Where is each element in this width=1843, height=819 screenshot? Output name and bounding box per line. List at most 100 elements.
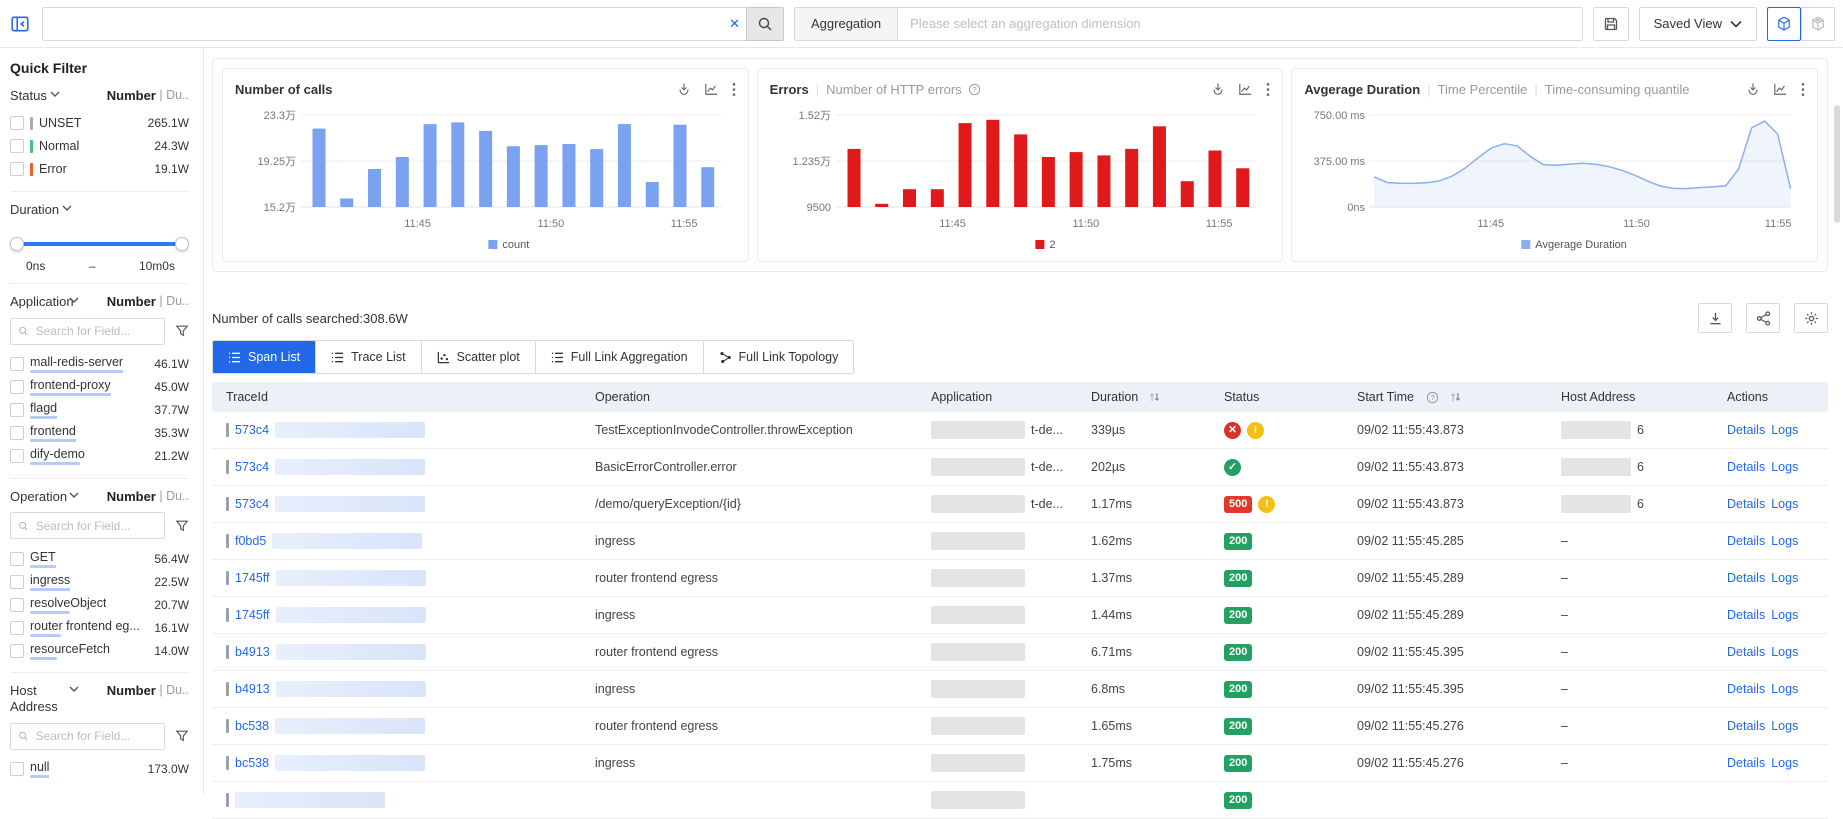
search-input[interactable] bbox=[42, 6, 746, 41]
checkbox[interactable] bbox=[10, 139, 24, 154]
chart-plot[interactable]: 23.3万 19.25万 15.2万 11:45 11:50 11:55 count bbox=[235, 101, 736, 259]
aggregation-dimension-input[interactable] bbox=[898, 7, 1582, 40]
slider-handle-max[interactable] bbox=[175, 237, 189, 252]
trace-id-link[interactable]: 1745ff bbox=[235, 608, 270, 622]
checkbox[interactable] bbox=[10, 449, 24, 464]
sort-icon[interactable] bbox=[1449, 391, 1462, 403]
save-view-button[interactable] bbox=[1592, 6, 1629, 41]
checkbox[interactable] bbox=[10, 162, 24, 177]
trace-id-link[interactable]: bc538 bbox=[235, 756, 270, 770]
chart-menu-button[interactable] bbox=[732, 82, 736, 97]
field-search-box[interactable] bbox=[10, 512, 165, 540]
checkbox[interactable] bbox=[10, 574, 24, 589]
field-value-link[interactable]: resolveObject bbox=[30, 596, 106, 614]
filter-funnel-icon[interactable] bbox=[175, 729, 189, 743]
table-row[interactable]: 1745ff router frontend egress 1.37ms 200… bbox=[212, 560, 1828, 597]
saved-view-dropdown[interactable]: Saved View bbox=[1638, 6, 1757, 41]
chart-type-button[interactable] bbox=[704, 82, 719, 96]
field-value-link[interactable]: resourceFetch bbox=[30, 642, 110, 660]
checkbox[interactable] bbox=[10, 643, 24, 658]
field-value-link[interactable]: flagd bbox=[30, 401, 58, 420]
sort-by-duration[interactable]: | Du.. bbox=[155, 88, 189, 102]
clear-search-icon[interactable]: ✕ bbox=[729, 15, 740, 31]
tab-full-link-topology[interactable]: Full Link Topology bbox=[703, 341, 854, 373]
field-value-link[interactable]: GET bbox=[30, 550, 56, 568]
field-search-input[interactable] bbox=[33, 323, 157, 340]
details-link[interactable]: Details bbox=[1727, 719, 1766, 733]
chevron-down-icon[interactable] bbox=[69, 492, 79, 499]
logs-link[interactable]: Logs bbox=[1771, 571, 1799, 585]
checkbox[interactable] bbox=[10, 762, 24, 777]
filter-funnel-icon[interactable] bbox=[175, 519, 189, 533]
chart-menu-button[interactable] bbox=[1801, 82, 1805, 97]
search-button[interactable] bbox=[746, 6, 784, 41]
table-row[interactable]: bc538 router frontend egress 1.65ms 200 … bbox=[212, 708, 1828, 745]
sort-by-duration[interactable]: | Du.. bbox=[155, 488, 189, 503]
tab-scatter-plot[interactable]: Scatter plot bbox=[421, 341, 536, 373]
field-search-input[interactable] bbox=[33, 517, 157, 534]
download-button[interactable] bbox=[1698, 303, 1732, 333]
checkbox[interactable] bbox=[10, 620, 24, 635]
checkbox[interactable] bbox=[10, 597, 24, 612]
field-value-link[interactable]: frontend-proxy bbox=[30, 378, 111, 397]
cube-3d-view-button[interactable] bbox=[1767, 6, 1801, 41]
table-row[interactable]: 573c4 BasicErrorController.error t-de...… bbox=[212, 449, 1828, 486]
checkbox[interactable] bbox=[10, 426, 24, 441]
details-link[interactable]: Details bbox=[1727, 571, 1766, 585]
sort-by-number[interactable]: Number bbox=[106, 488, 156, 504]
table-row[interactable]: bc538 ingress 1.75ms 200 09/02 11:55:45.… bbox=[212, 745, 1828, 782]
table-row[interactable]: 573c4 TestExceptionInvodeController.thro… bbox=[212, 412, 1828, 449]
trace-id-link[interactable]: bc538 bbox=[235, 719, 270, 733]
cube-alt-view-button[interactable] bbox=[1801, 6, 1835, 41]
trace-id-link[interactable]: b4913 bbox=[235, 682, 270, 696]
logs-link[interactable]: Logs bbox=[1771, 460, 1799, 474]
logs-link[interactable]: Logs bbox=[1771, 682, 1799, 696]
checkbox[interactable] bbox=[10, 357, 24, 372]
trace-id-link[interactable]: 573c4 bbox=[235, 460, 270, 474]
details-link[interactable]: Details bbox=[1727, 756, 1766, 770]
tab-span-list[interactable]: Span List bbox=[213, 341, 317, 373]
field-value-link[interactable]: router frontend eg... bbox=[30, 619, 140, 637]
table-row[interactable]: f0bd5 ingress 1.62ms 200 09/02 11:55:45.… bbox=[212, 523, 1828, 560]
chart-plot[interactable]: 750.00 ms 375.00 ms 0ns 11:45 11:50 11:55 A… bbox=[1304, 101, 1805, 259]
sort-by-duration[interactable]: | Du.. bbox=[155, 294, 189, 309]
chart-menu-button[interactable] bbox=[1266, 82, 1270, 97]
chart-title-option[interactable]: Time-consuming quantile bbox=[1544, 81, 1690, 97]
details-link[interactable]: Details bbox=[1727, 497, 1766, 511]
details-link[interactable]: Details bbox=[1727, 534, 1766, 548]
details-link[interactable]: Details bbox=[1727, 423, 1766, 437]
table-row[interactable]: 573c4 /demo/queryException/{id} t-de... … bbox=[212, 486, 1828, 523]
share-button[interactable] bbox=[1746, 303, 1780, 333]
tab-trace-list[interactable]: Trace List bbox=[316, 341, 422, 373]
trace-id-link[interactable]: f0bd5 bbox=[235, 534, 267, 548]
table-row[interactable]: b4913 ingress 6.8ms 200 09/02 11:55:45.3… bbox=[212, 671, 1828, 708]
chart-plot[interactable]: 1.52万 1.235万 9500 11:45 11:50 11:55 2 bbox=[770, 101, 1271, 259]
table-row-partial[interactable]: 200 bbox=[212, 782, 1828, 819]
help-icon[interactable]: ? bbox=[968, 83, 981, 96]
help-icon[interactable]: ? bbox=[1426, 391, 1439, 404]
trace-id-link[interactable]: b4913 bbox=[235, 645, 270, 659]
sort-by-number[interactable]: Number bbox=[106, 88, 156, 103]
trace-id-link[interactable]: 573c4 bbox=[235, 423, 270, 437]
trace-id-link[interactable]: 1745ff bbox=[235, 571, 270, 585]
logs-link[interactable]: Logs bbox=[1771, 534, 1799, 548]
field-value-link[interactable]: mall-redis-server bbox=[30, 355, 124, 374]
field-value-link[interactable]: dify-demo bbox=[30, 447, 85, 466]
settings-button[interactable] bbox=[1794, 303, 1828, 333]
chevron-down-icon[interactable] bbox=[50, 91, 60, 98]
logs-link[interactable]: Logs bbox=[1771, 645, 1799, 659]
drilldown-button[interactable] bbox=[1211, 82, 1225, 96]
checkbox[interactable] bbox=[10, 403, 24, 418]
logs-link[interactable]: Logs bbox=[1771, 756, 1799, 770]
field-search-input[interactable] bbox=[33, 728, 157, 745]
chevron-down-icon[interactable] bbox=[62, 205, 72, 212]
tab-full-link-aggregation[interactable]: Full Link Aggregation bbox=[535, 341, 704, 373]
slider-handle-min[interactable] bbox=[10, 237, 24, 252]
details-link[interactable]: Details bbox=[1727, 608, 1766, 622]
field-search-box[interactable] bbox=[10, 317, 165, 345]
details-link[interactable]: Details bbox=[1727, 645, 1766, 659]
sort-by-number[interactable]: Number bbox=[106, 294, 156, 310]
logs-link[interactable]: Logs bbox=[1771, 423, 1799, 437]
table-row[interactable]: b4913 router frontend egress 6.71ms 200 … bbox=[212, 634, 1828, 671]
sort-icon[interactable] bbox=[1148, 391, 1161, 403]
